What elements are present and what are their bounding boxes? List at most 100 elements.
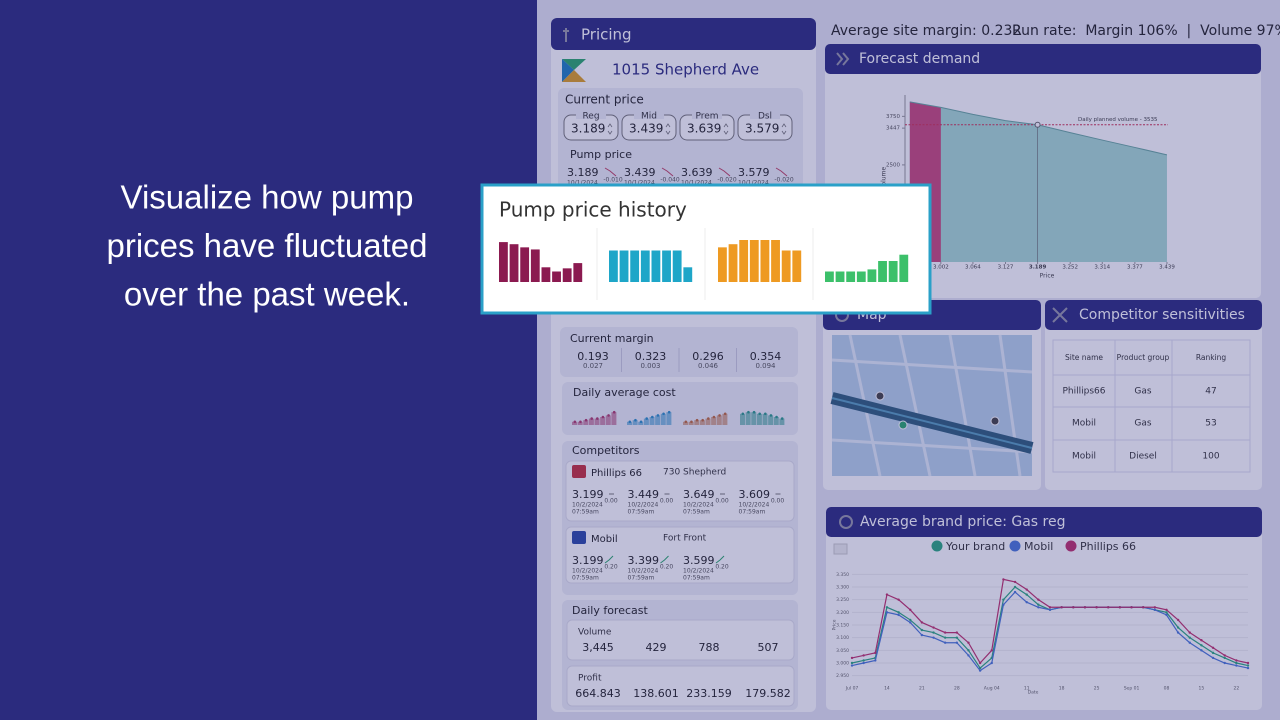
annotation: Daily planned volume - 3535 <box>1078 117 1158 123</box>
x-tick-label: 28 <box>954 686 960 692</box>
spark-dot <box>701 418 704 422</box>
spark-bar <box>611 412 617 425</box>
margin-change: 0.003 <box>640 362 660 370</box>
spark-dot <box>684 420 688 424</box>
price-point <box>955 636 959 639</box>
left-background <box>0 0 537 720</box>
table-cell: 53 <box>1205 419 1216 429</box>
y-tick-label: 3.100 <box>836 635 849 641</box>
spark-bar <box>655 415 661 425</box>
price-point <box>1118 606 1122 609</box>
card-title: Pump price history <box>499 198 687 222</box>
spark-bar <box>779 418 785 425</box>
panel-title: Average brand price: Gas reg <box>860 514 1066 530</box>
spark-bar <box>740 413 746 425</box>
price-point <box>1235 664 1238 667</box>
price-point <box>1025 593 1028 596</box>
pump-price: 3.189 <box>567 166 599 179</box>
spark-dot <box>628 420 632 424</box>
y-tick-label: 3.050 <box>836 648 849 654</box>
x-tick-label: Sep 01 <box>1124 686 1140 692</box>
price-point <box>850 661 854 665</box>
map-road <box>948 334 977 477</box>
price-point <box>897 613 900 617</box>
x-tick-label: 14 <box>884 686 890 692</box>
spark-bar <box>688 421 694 425</box>
history-bar <box>509 244 519 282</box>
card-title: Current price <box>565 93 644 107</box>
price-point <box>1107 606 1110 609</box>
competitor-date: 10/2/2024 <box>628 502 659 509</box>
grade-price: 3.189 <box>571 122 605 136</box>
trend-icon <box>775 167 788 177</box>
y-tick-label: 3750 <box>886 114 900 120</box>
spark-bar <box>694 420 700 425</box>
x-tick-label: 21 <box>919 686 925 692</box>
price-point <box>920 633 924 637</box>
price-point <box>1037 606 1040 609</box>
map-highway-line <box>831 397 1033 449</box>
competitor-change: 0.00 <box>660 498 674 505</box>
spark-dot <box>718 414 721 417</box>
spark-dot <box>695 418 699 422</box>
history-bar <box>718 247 727 282</box>
margin-value: 0.193 <box>577 350 609 363</box>
spark-bar <box>699 420 705 425</box>
history-bar <box>825 271 834 282</box>
headline: Visualize how pump <box>121 179 414 216</box>
margin-value: 0.354 <box>750 350 782 363</box>
competitor-price: 3.449 <box>628 488 660 501</box>
pump-change: -0.010 <box>603 177 623 184</box>
spark-bar <box>711 417 717 425</box>
table-cell: Phillips66 <box>1063 387 1106 397</box>
y-tick-label: 3.150 <box>836 623 849 629</box>
price-point <box>909 621 912 624</box>
menu-button[interactable] <box>833 543 848 555</box>
spark-bar <box>751 412 757 425</box>
price-point <box>1176 618 1180 622</box>
price-point <box>862 654 865 657</box>
price-point <box>1060 606 1063 609</box>
spark-dot <box>747 410 750 414</box>
trend-icon <box>661 167 674 177</box>
spark-dot <box>662 412 665 416</box>
x-axis-label: Date <box>1028 690 1039 696</box>
history-bar <box>792 250 802 282</box>
spark-dot <box>667 410 671 414</box>
competitor-time: 07:59am <box>628 575 655 582</box>
history-bar <box>651 250 661 282</box>
spinner <box>723 123 729 135</box>
y-tick-label: 3.200 <box>836 610 849 616</box>
table-cell: 100 <box>1202 452 1219 462</box>
y-axis-label: Volume <box>881 167 888 190</box>
y-tick-label: 3.250 <box>836 597 849 603</box>
x-tick-label: 3.064 <box>965 265 981 271</box>
forecast-value: 233.159 <box>686 687 732 700</box>
price-point <box>1165 611 1168 614</box>
price-point <box>1200 644 1203 647</box>
x-tick-label: 3.002 <box>933 265 949 271</box>
run-rate: Run rate: Margin 106% | Volume 97% <box>1012 23 1280 39</box>
y-tick-label: 3447 <box>886 126 900 132</box>
pump-price: 3.639 <box>681 166 713 179</box>
legend-label: Mobil <box>1024 540 1053 553</box>
map-road <box>831 438 1033 454</box>
competitor-price: 3.399 <box>628 554 660 567</box>
map-road <box>898 334 932 477</box>
pump-change: -0.040 <box>660 177 680 184</box>
grade-label: Mid <box>641 112 657 122</box>
x-tick-label: 3.127 <box>998 265 1014 271</box>
card-title: Competitors <box>572 444 640 457</box>
panel-header <box>551 18 816 50</box>
panel-header <box>1045 300 1262 330</box>
spinner <box>607 123 613 135</box>
price-point <box>978 669 982 672</box>
x-axis-label: Price <box>1040 273 1055 280</box>
history-bar <box>552 271 561 282</box>
x-tick-label: 11 <box>1024 686 1030 692</box>
competitor-change: 0.00 <box>604 498 618 505</box>
spark-bar <box>600 417 606 425</box>
map-marker <box>990 416 1000 426</box>
price-point <box>1037 598 1040 601</box>
price-point <box>1200 639 1203 642</box>
